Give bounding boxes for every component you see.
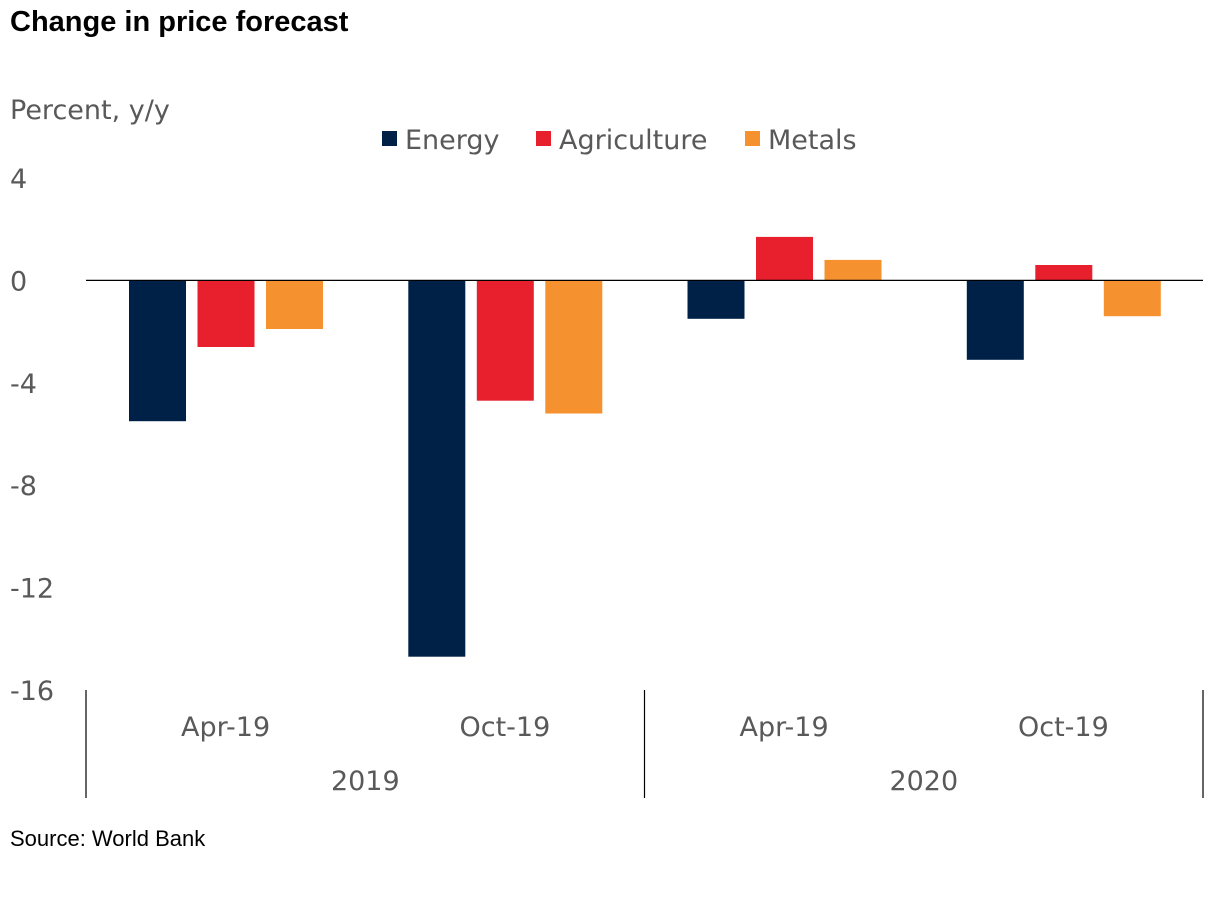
- y-tick-label: 0: [10, 266, 27, 297]
- y-tick-label: -16: [10, 676, 54, 707]
- y-tick-label: 4: [10, 164, 27, 195]
- y-tick-label: -12: [10, 574, 54, 605]
- legend-label-energy: Energy: [405, 125, 500, 156]
- legend-label-agriculture: Agriculture: [559, 125, 708, 156]
- bar-metals-1: [266, 280, 323, 329]
- y-axis-label: Percent, y/y: [10, 95, 170, 126]
- bar-agriculture-1: [197, 280, 255, 347]
- bar-agriculture-2: [476, 280, 534, 401]
- x-category-label: Apr-19: [740, 712, 829, 743]
- y-tick-label: -8: [10, 471, 37, 502]
- bar-metals-3: [824, 259, 882, 281]
- source-note: Source: World Bank: [10, 826, 206, 851]
- bar-chart: Percent, y/y Energy Agriculture Metals 4 0 -…: [10, 95, 1204, 798]
- x-group-label: 2020: [889, 766, 958, 797]
- bar-agriculture-3: [756, 236, 813, 281]
- bar-energy-4: [966, 280, 1024, 360]
- bar-energy-1: [129, 280, 186, 422]
- x-group-label: 2019: [331, 766, 400, 797]
- x-category-label: Oct-19: [460, 712, 551, 743]
- x-category-label: Oct-19: [1018, 712, 1109, 743]
- legend-swatch-agriculture: [536, 131, 551, 146]
- y-tick-label: -4: [10, 369, 37, 400]
- legend-swatch-metals: [745, 131, 760, 146]
- bar-energy-2: [408, 280, 466, 657]
- bar-metals-2: [545, 280, 603, 414]
- legend-swatch-energy: [382, 131, 397, 146]
- legend-label-metals: Metals: [768, 125, 857, 156]
- chart-title: Change in price forecast: [10, 6, 349, 38]
- bar-metals-4: [1103, 280, 1161, 317]
- bar-agriculture-4: [1035, 265, 1093, 281]
- x-category-label: Apr-19: [181, 712, 270, 743]
- bar-energy-3: [687, 280, 745, 319]
